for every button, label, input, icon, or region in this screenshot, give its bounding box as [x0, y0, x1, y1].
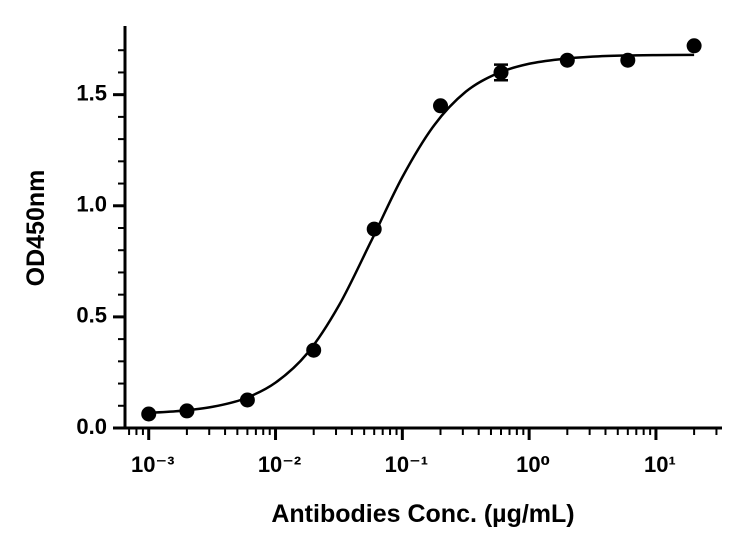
x-tick-label: 10¹	[644, 452, 676, 477]
x-tick-label: 10⁻³	[131, 452, 174, 477]
data-point	[141, 406, 157, 422]
y-axis-title: OD450nm	[22, 170, 50, 287]
data-point	[239, 392, 255, 408]
data-point	[366, 221, 382, 237]
y-tick-label: 1.5	[76, 80, 107, 105]
data-point	[493, 64, 509, 80]
data-point	[179, 403, 195, 419]
x-tick-label: 10⁰	[516, 452, 550, 477]
y-tick-label: 0.0	[76, 414, 107, 439]
data-point	[433, 98, 449, 114]
fit-curve	[148, 53, 695, 415]
data-point	[306, 342, 322, 358]
y-tick-label: 1.0	[76, 192, 107, 217]
y-tick-label: 0.5	[76, 303, 107, 328]
x-axis-title: Antibodies Conc. (µg/mL)	[271, 500, 574, 528]
x-tick-label: 10⁻¹	[385, 452, 428, 477]
data-point	[686, 38, 702, 54]
x-tick-label: 10⁻²	[258, 452, 301, 477]
data-point	[620, 52, 636, 68]
data-point	[559, 52, 575, 68]
